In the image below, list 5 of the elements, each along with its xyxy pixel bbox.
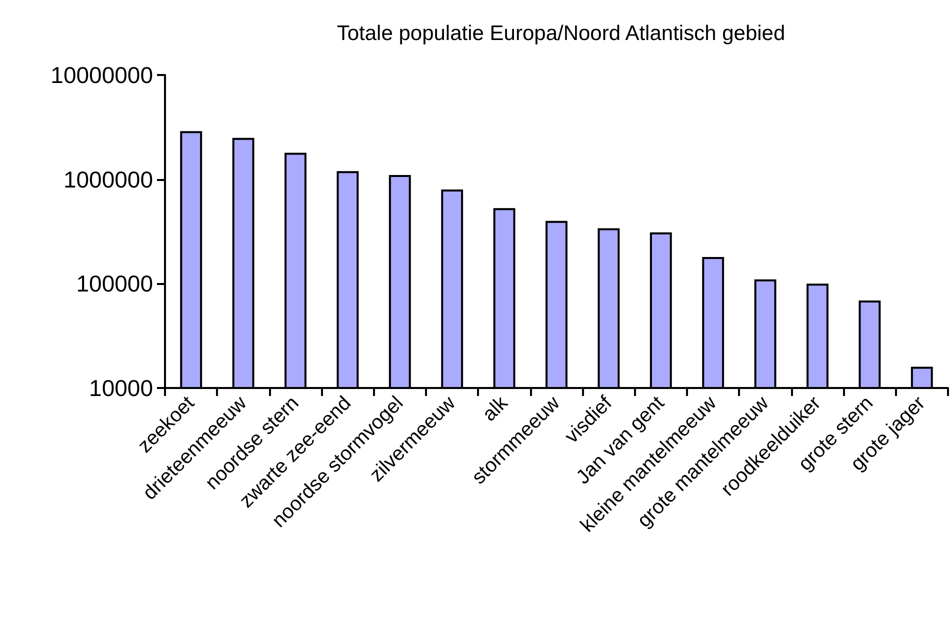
y-tick-label: 1000000 [63,166,153,192]
y-tick-label: 10000000 [50,62,153,88]
y-tick-label: 10000 [89,375,153,401]
chart-title: Totale populatie Europa/Noord Atlantisch gebied [336,22,786,45]
y-tick-label: 100000 [76,270,153,297]
